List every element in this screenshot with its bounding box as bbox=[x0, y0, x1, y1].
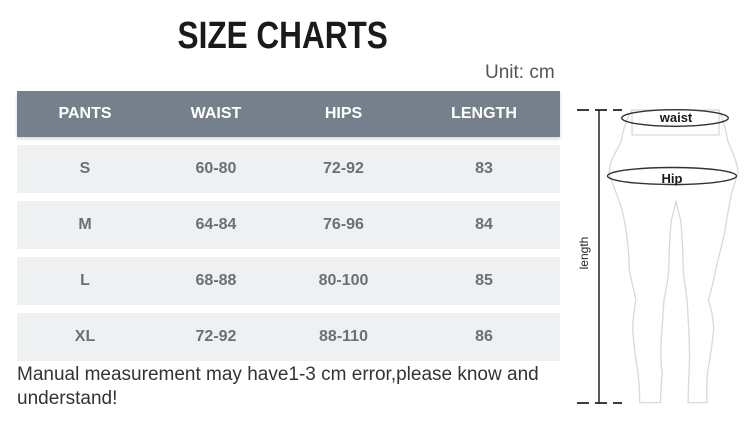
svg-text:waist: waist bbox=[659, 110, 693, 125]
svg-text:Hip: Hip bbox=[662, 171, 683, 186]
svg-text:length: length bbox=[577, 237, 591, 270]
